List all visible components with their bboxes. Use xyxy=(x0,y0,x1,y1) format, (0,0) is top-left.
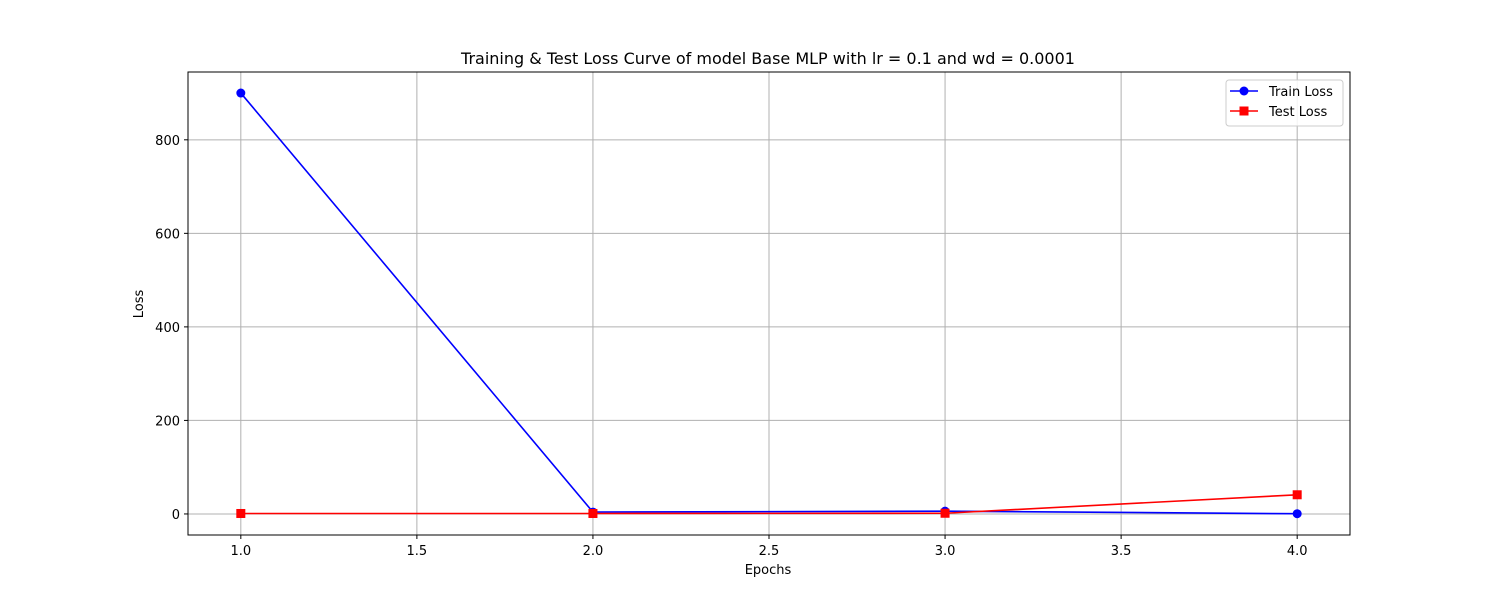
x-tick-label: 3.0 xyxy=(935,544,956,559)
test-loss-line xyxy=(240,493,1298,515)
test-loss-point xyxy=(236,508,246,518)
legend: Train Loss Test Loss xyxy=(1225,79,1344,127)
chart-title: Training & Test Loss Curve of model Base… xyxy=(460,49,1075,68)
grid-lines xyxy=(188,72,1350,535)
x-axis-ticks: 1.0 1.5 2.0 2.5 3.0 3.5 4.0 xyxy=(230,535,1308,559)
train-loss-point xyxy=(236,88,246,98)
legend-marker-test xyxy=(1239,106,1249,116)
legend-label-test: Test Loss xyxy=(1268,105,1327,120)
test-loss-point xyxy=(1292,490,1302,500)
x-tick-label: 2.5 xyxy=(759,544,780,559)
series-layer xyxy=(236,88,1302,519)
y-axis-ticks: 0 200 400 600 800 xyxy=(155,134,188,523)
train-loss-point xyxy=(1292,509,1302,519)
y-tick-label: 800 xyxy=(155,134,180,149)
train-loss-line xyxy=(240,92,1298,515)
test-loss-point xyxy=(588,508,598,518)
x-axis-label: Epochs xyxy=(745,563,792,578)
x-tick-label: 2.0 xyxy=(583,544,604,559)
y-tick-label: 400 xyxy=(155,321,180,336)
x-tick-label: 3.5 xyxy=(1111,544,1132,559)
x-tick-label: 4.0 xyxy=(1287,544,1308,559)
x-tick-label: 1.5 xyxy=(407,544,428,559)
legend-label-train: Train Loss xyxy=(1268,85,1333,100)
test-loss-point xyxy=(940,508,950,518)
y-tick-label: 600 xyxy=(155,227,180,242)
y-tick-label: 0 xyxy=(172,508,180,523)
x-tick-label: 1.0 xyxy=(230,544,251,559)
y-axis-label: Loss xyxy=(132,290,147,319)
legend-marker-train xyxy=(1239,86,1249,96)
y-tick-label: 200 xyxy=(155,414,180,429)
